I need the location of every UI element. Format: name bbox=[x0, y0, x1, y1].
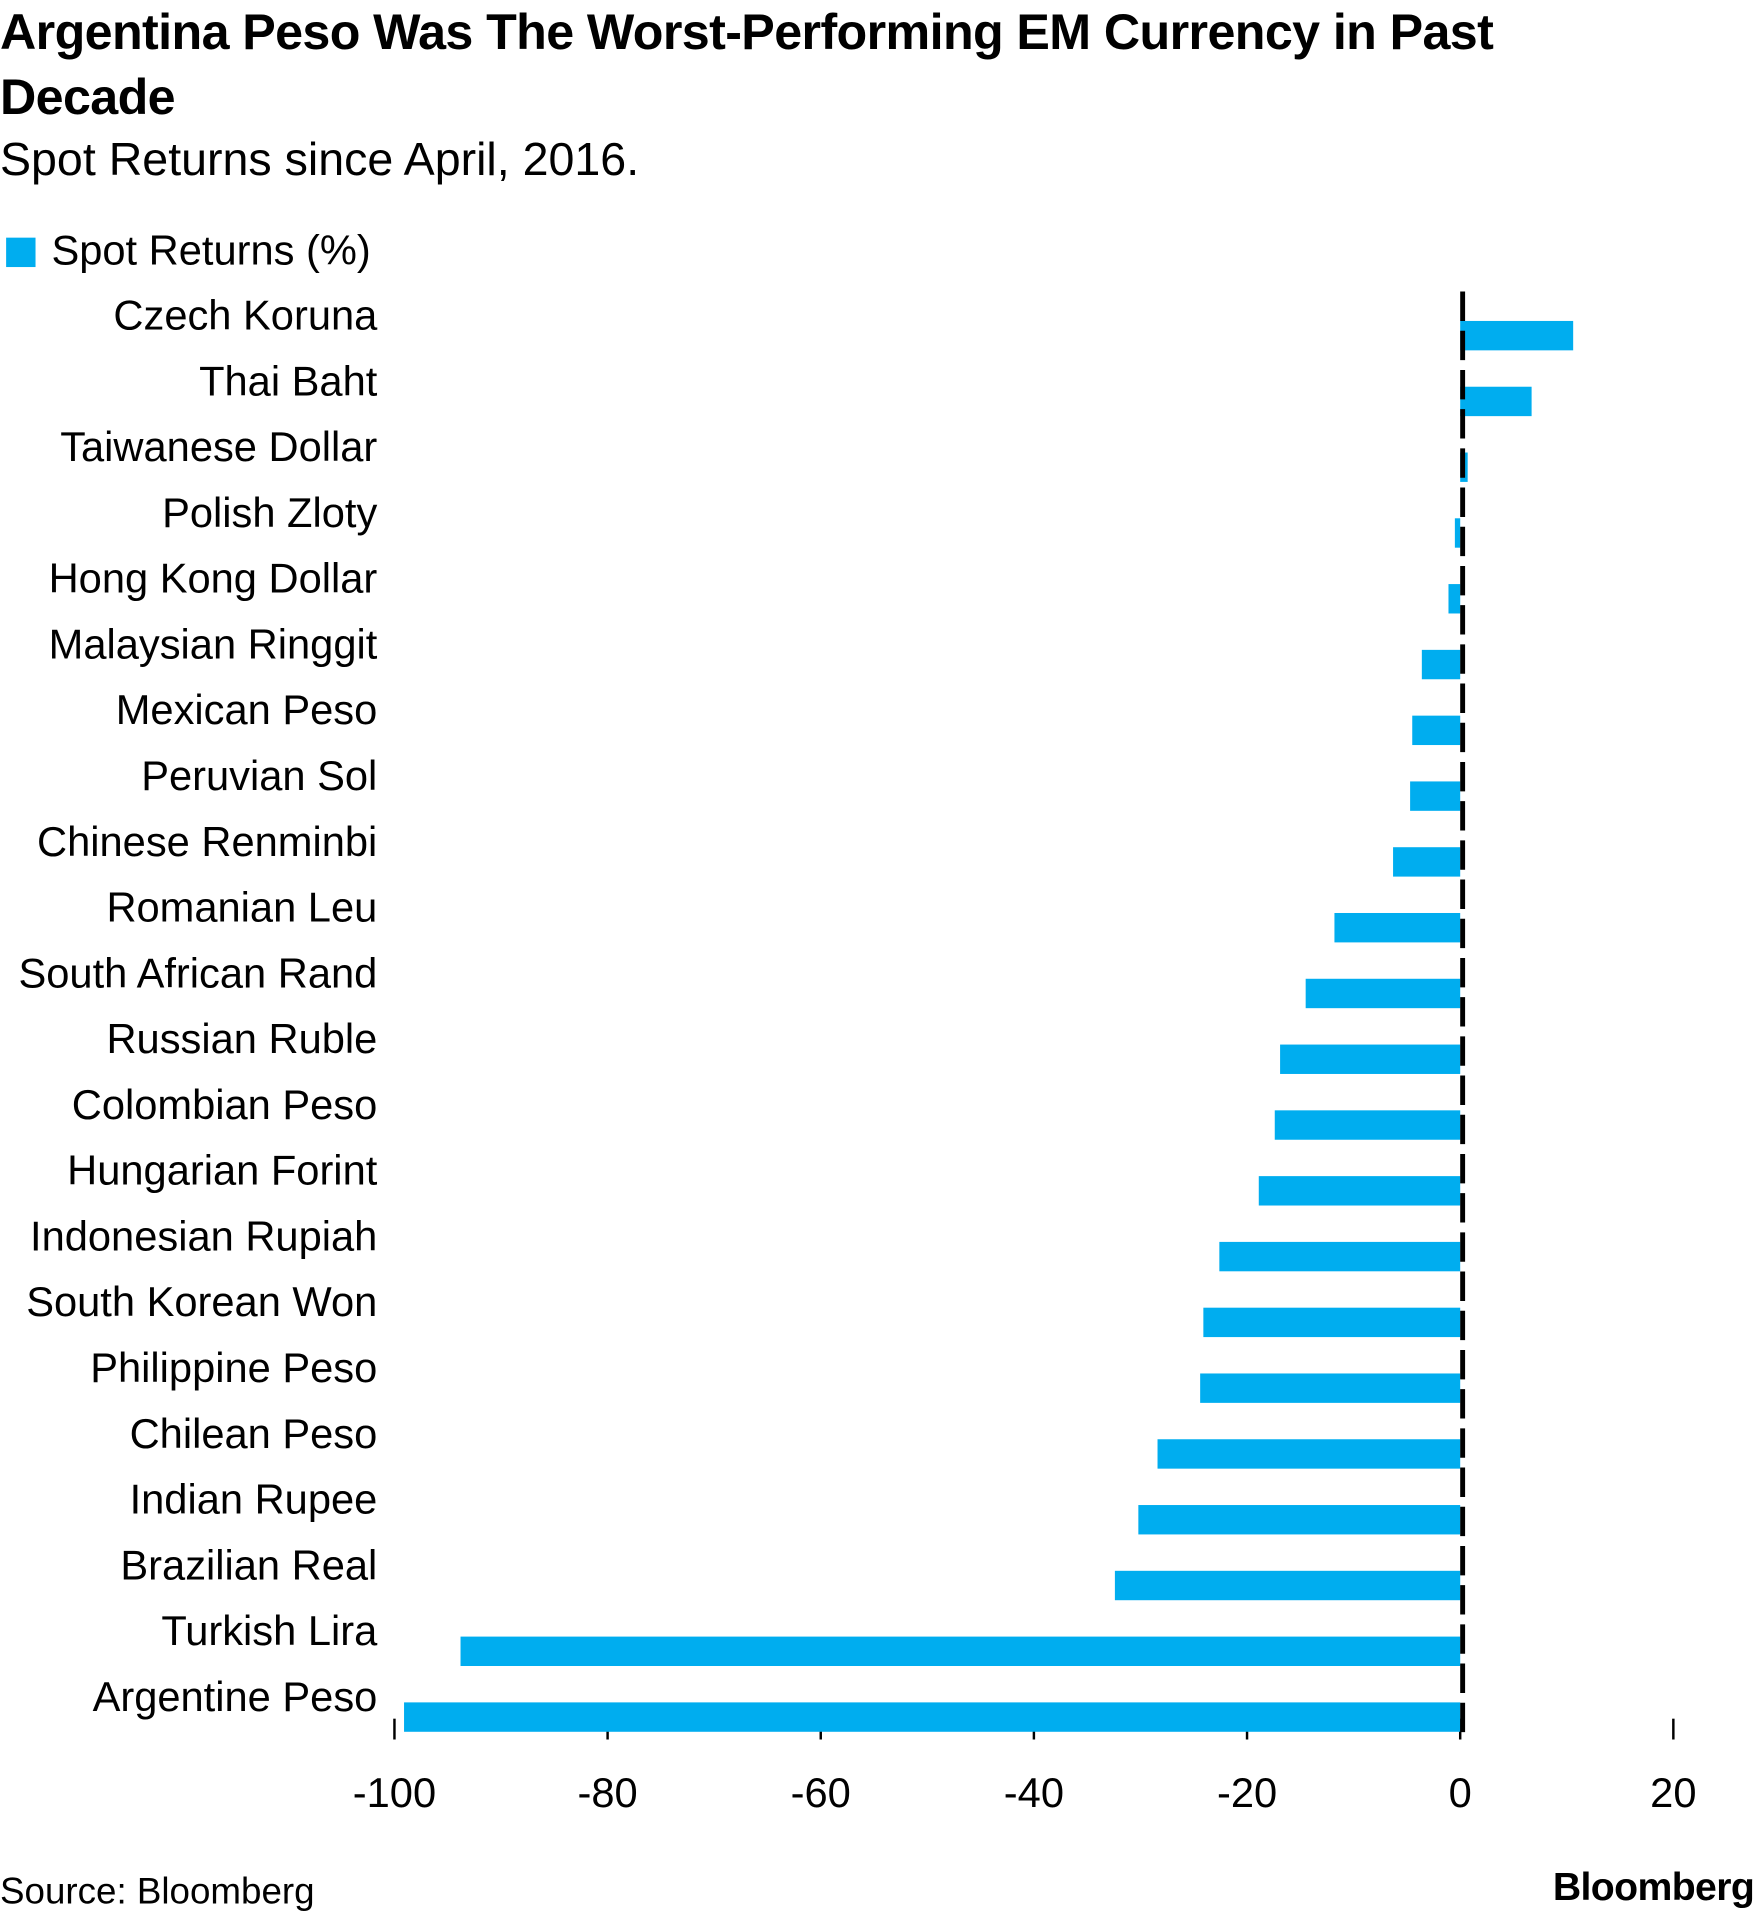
bar bbox=[1454, 518, 1461, 548]
y-tick-label: Argentine Peso bbox=[93, 1673, 378, 1720]
x-tick-label: -80 bbox=[578, 1769, 638, 1816]
x-tick-label: -100 bbox=[353, 1769, 436, 1816]
bar bbox=[1460, 320, 1574, 351]
bar bbox=[1305, 978, 1461, 1009]
x-tick-label: 20 bbox=[1650, 1769, 1696, 1816]
bar bbox=[1280, 1044, 1461, 1074]
bar bbox=[1200, 1373, 1461, 1403]
x-tick-label: -20 bbox=[1217, 1769, 1277, 1816]
bar bbox=[404, 1702, 1461, 1732]
y-tick-label: Indonesian Rupiah bbox=[30, 1212, 377, 1259]
legend-label: Spot Returns (%) bbox=[51, 227, 370, 274]
bar bbox=[1114, 1570, 1461, 1601]
chart-title: Argentina Peso Was The Worst-Performing … bbox=[0, 3, 1494, 125]
y-tick-label: Turkish Lira bbox=[161, 1607, 378, 1654]
bar bbox=[1274, 1110, 1461, 1140]
source-note: Source: Bloomberg bbox=[0, 1871, 315, 1913]
bar bbox=[1334, 912, 1461, 943]
y-tick-label: Czech Koruna bbox=[113, 292, 378, 339]
y-tick-label: South African Rand bbox=[18, 949, 377, 996]
y-tick-label: Mexican Peso bbox=[116, 686, 378, 733]
bar bbox=[460, 1636, 1461, 1666]
bar bbox=[1203, 1307, 1461, 1338]
bar bbox=[1258, 1176, 1461, 1206]
y-tick-label: Russian Ruble bbox=[106, 1015, 377, 1062]
y-tick-label: Philippine Peso bbox=[90, 1344, 377, 1391]
bar bbox=[1412, 715, 1461, 746]
bar bbox=[1157, 1439, 1461, 1469]
y-tick-label: Colombian Peso bbox=[72, 1081, 378, 1128]
x-tick-label: -40 bbox=[1004, 1769, 1064, 1816]
bar bbox=[1138, 1505, 1461, 1535]
y-tick-label: Thai Baht bbox=[199, 357, 378, 404]
y-tick-label: Indian Rupee bbox=[130, 1476, 378, 1523]
bar bbox=[1421, 649, 1461, 680]
y-tick-label: Malaysian Ringgit bbox=[49, 620, 378, 667]
x-tick-label: -60 bbox=[791, 1769, 851, 1816]
x-tick-label: 0 bbox=[1449, 1769, 1472, 1816]
chart-subtitle: Spot Returns since April, 2016. bbox=[0, 134, 640, 187]
y-tick-label: South Korean Won bbox=[26, 1278, 377, 1325]
y-tick-label: Romanian Leu bbox=[106, 884, 377, 931]
legend-swatch bbox=[6, 237, 36, 268]
y-tick-label: Brazilian Real bbox=[120, 1541, 377, 1588]
bar bbox=[1219, 1241, 1461, 1272]
y-tick-label: Peruvian Sol bbox=[141, 752, 377, 799]
bar bbox=[1448, 584, 1461, 614]
y-tick-label: Polish Zloty bbox=[162, 489, 377, 536]
bar bbox=[1460, 386, 1532, 417]
bar bbox=[1393, 847, 1461, 877]
y-tick-label: Hungarian Forint bbox=[67, 1147, 378, 1194]
y-tick-label: Taiwanese Dollar bbox=[60, 423, 377, 470]
bar bbox=[1410, 781, 1461, 811]
y-tick-label: Chinese Renminbi bbox=[37, 818, 377, 865]
y-tick-label: Hong Kong Dollar bbox=[49, 555, 378, 602]
logo: Bloomberg bbox=[1552, 1864, 1755, 1909]
y-tick-label: Chilean Peso bbox=[130, 1410, 378, 1457]
